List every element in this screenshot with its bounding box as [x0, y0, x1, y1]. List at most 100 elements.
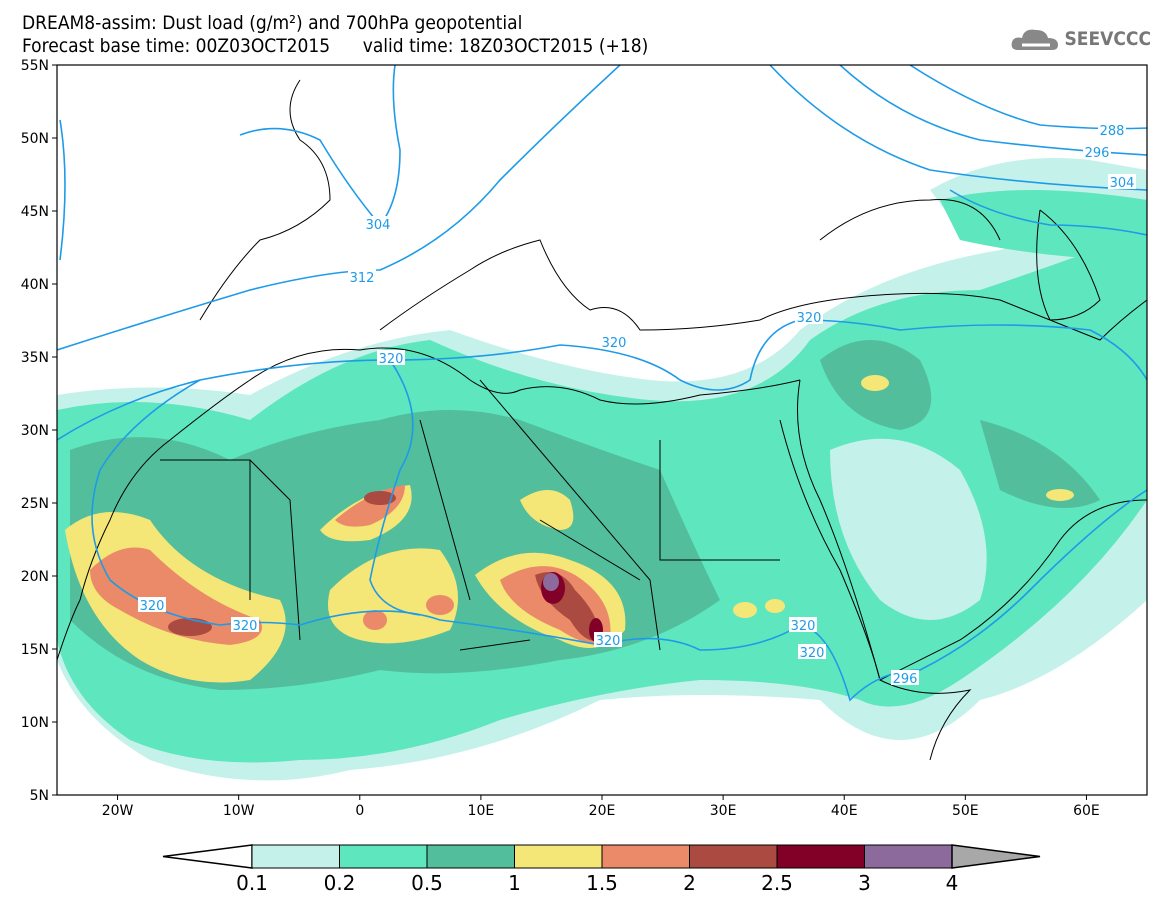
contour-labels: 2882963043043123203203203203203203203202…	[138, 122, 1136, 687]
contour-label-bg	[1083, 144, 1111, 159]
contour-312-north	[949, 189, 1147, 236]
cloud-icon	[1012, 29, 1059, 50]
contour-label-bg	[364, 216, 392, 231]
seevccc-logo: SEEVCCC	[1010, 26, 1151, 52]
lon-label: 50E	[952, 803, 979, 819]
dust-level-1-oman	[1046, 489, 1074, 501]
contour-label-bg	[231, 617, 259, 632]
colorbar-label: 0.1	[236, 871, 268, 895]
dust-level-0.2-north	[940, 190, 1147, 260]
contour-label: 320	[379, 352, 404, 367]
contour-288	[909, 65, 1147, 130]
colorbar-swatch	[339, 844, 428, 869]
lat-label: 45N	[21, 204, 49, 220]
dust-level-1.5	[90, 547, 262, 645]
colorbar-label: 2.5	[761, 871, 793, 895]
lat-label: 10N	[21, 715, 49, 731]
map-axes: 55N 50N 45N 40N 35N 30N 25N 20N 15N 10N 5N 20W 10W 0 1…	[21, 58, 1100, 819]
contour-label-bg	[1098, 122, 1126, 137]
contour-label: 304	[1110, 176, 1135, 191]
dust-level-1.5-mali	[363, 610, 387, 630]
contour-label: 296	[893, 672, 918, 687]
contour-320-north	[57, 319, 1147, 441]
lat-label: 55N	[21, 58, 49, 74]
contour-label: 320	[596, 634, 621, 649]
lon-label: 40E	[831, 803, 858, 819]
dust-level-1.5-niger	[426, 595, 454, 615]
dust-level-0.1-arabia	[830, 438, 987, 620]
dust-level-3	[543, 573, 559, 591]
dust-field	[57, 65, 1147, 781]
colorbar-swatch	[689, 844, 778, 869]
contour-label: 296	[1085, 146, 1110, 161]
dust-level-1-niger	[328, 548, 458, 644]
colorbar-swatch	[426, 844, 515, 869]
colorbar-swatch	[514, 844, 603, 869]
lat-label: 35N	[21, 350, 49, 366]
contour-label: 320	[233, 619, 258, 634]
contour-label-bg	[795, 309, 823, 324]
contour-label-bg	[377, 350, 405, 365]
lat-label: 25N	[21, 496, 49, 512]
lon-label: 30E	[710, 803, 737, 819]
colorbar-label: 0.2	[324, 871, 356, 895]
contour-label: 320	[791, 619, 816, 634]
dust-level-0.5-gulf	[980, 420, 1100, 508]
contour-label: 320	[602, 336, 627, 351]
lon-label: 60E	[1073, 803, 1100, 819]
dust-level-1-sudan2	[765, 599, 785, 613]
contour-label-bg	[789, 617, 817, 632]
contour-label-bg	[798, 644, 826, 659]
contour-label: 304	[366, 218, 391, 233]
colorbar-label: 1	[508, 871, 521, 895]
contour-320-south	[91, 379, 1147, 702]
dust-level-1-sudan	[733, 602, 757, 618]
lon-label: 0	[355, 803, 364, 819]
colorbar-swatch	[251, 844, 340, 869]
contour-label-bg	[1108, 174, 1136, 189]
dust-level-1-iraq	[861, 375, 889, 391]
colorbar-label: 0.5	[411, 871, 443, 895]
lon-label: 10E	[468, 803, 495, 819]
contour-label-bg	[348, 269, 376, 284]
colorbar-label: 4	[946, 871, 959, 895]
colorbar-swatch	[601, 844, 690, 869]
geopotential-contours	[57, 65, 1147, 702]
contour-312	[57, 65, 621, 351]
contour-label: 320	[800, 646, 825, 661]
contour-label: 312	[350, 271, 375, 286]
logo-text: SEEVCCC	[1064, 28, 1151, 50]
colorbar-label: 2	[683, 871, 696, 895]
coastlines	[57, 79, 1147, 761]
contour-label: 320	[797, 311, 822, 326]
lat-label: 5N	[30, 788, 49, 804]
contour-304	[239, 65, 401, 227]
contour-label: 288	[1100, 124, 1125, 139]
forecast-times: Forecast base time: 00Z03OCT2015 valid t…	[22, 35, 649, 57]
colorbar-over-arrow	[951, 844, 1041, 869]
contour-296-west	[59, 119, 66, 261]
colorbar-label: 1.5	[586, 871, 618, 895]
contour-label-bg	[891, 670, 919, 685]
lat-label: 50N	[21, 131, 49, 147]
contour-320-inner	[369, 359, 421, 616]
contour-label: 320	[140, 599, 165, 614]
colorbar-swatch	[864, 844, 953, 869]
dust-level-1-egypt	[520, 490, 574, 530]
lat-label: 40N	[21, 277, 49, 293]
colorbar-under-arrow	[162, 844, 253, 869]
map-title: DREAM8-assim: Dust load (g/m²) and 700hP…	[22, 12, 523, 34]
lat-label: 20N	[21, 569, 49, 585]
lat-label: 15N	[21, 642, 49, 658]
dust-level-2-libya	[364, 491, 396, 505]
contour-label-bg	[594, 632, 622, 647]
contour-label-bg	[138, 597, 166, 612]
lat-label: 30N	[21, 423, 49, 439]
contour-304-east	[769, 65, 1147, 191]
lon-label: 20W	[102, 803, 134, 819]
dust-level-2	[168, 618, 212, 636]
colorbar-label: 3	[858, 871, 871, 895]
colorbar-swatch	[776, 844, 865, 869]
colorbar: 0.1 0.2 0.5 1 1.5 2 2.5 3 4	[162, 844, 1041, 895]
